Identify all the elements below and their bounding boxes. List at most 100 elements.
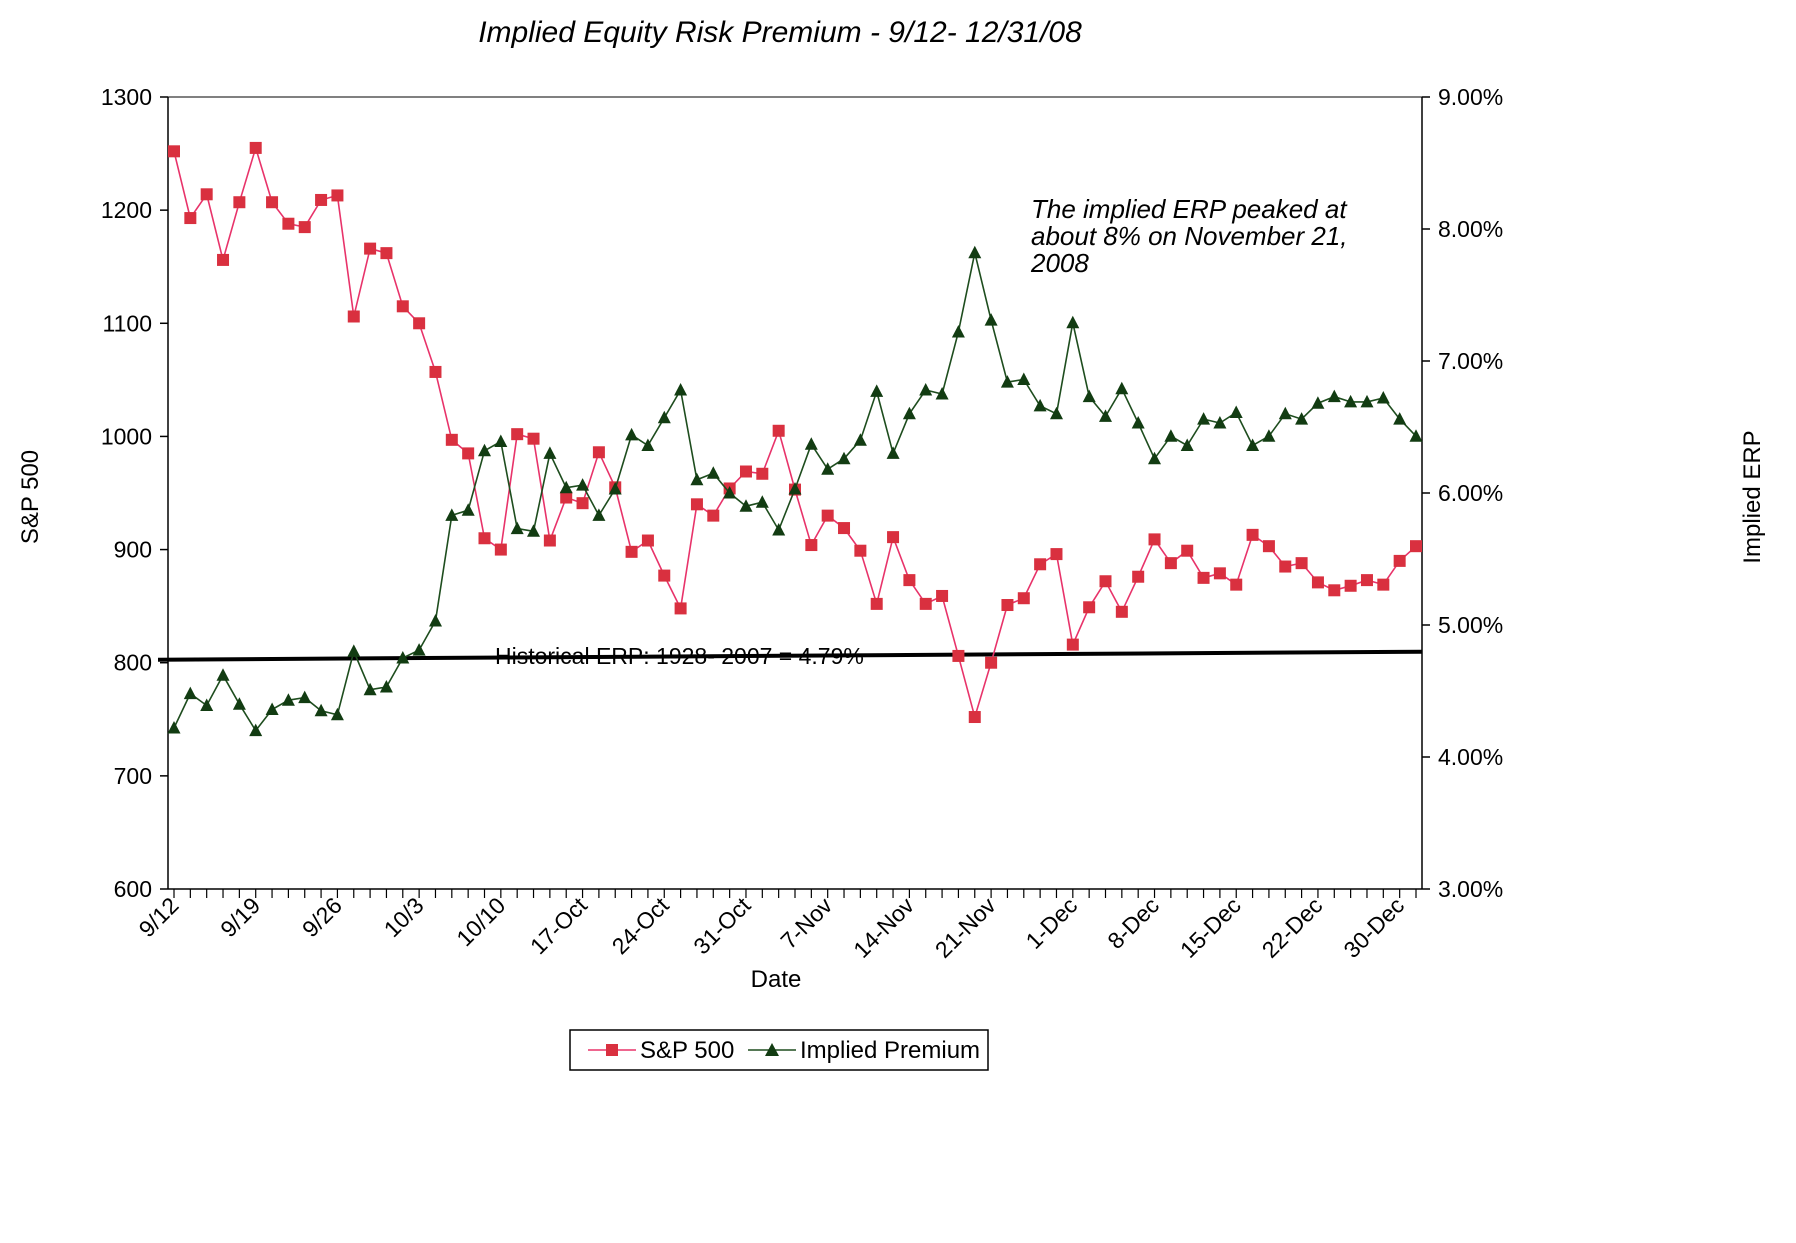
data-point-s-p-500 bbox=[739, 465, 752, 478]
data-point-s-p-500 bbox=[462, 447, 475, 460]
data-point-implied-premium bbox=[1376, 391, 1390, 404]
x-tick-label: 9/19 bbox=[215, 892, 265, 942]
data-point-implied-premium bbox=[935, 387, 949, 400]
data-point-s-p-500 bbox=[854, 544, 867, 557]
data-point-implied-premium bbox=[1295, 412, 1309, 425]
data-point-s-p-500 bbox=[543, 534, 556, 547]
x-tick-label: 22-Dec bbox=[1257, 892, 1328, 963]
data-point-implied-premium bbox=[1229, 405, 1243, 418]
data-point-implied-premium bbox=[837, 451, 851, 465]
data-point-implied-premium bbox=[608, 482, 622, 495]
data-point-s-p-500 bbox=[511, 428, 524, 441]
x-tick-label: 8-Dec bbox=[1102, 892, 1164, 954]
data-point-implied-premium bbox=[1197, 412, 1211, 425]
data-point-implied-premium bbox=[347, 644, 361, 657]
data-point-s-p-500 bbox=[429, 365, 442, 378]
data-point-s-p-500 bbox=[1393, 554, 1406, 567]
data-point-implied-premium bbox=[1033, 398, 1047, 412]
data-point-s-p-500 bbox=[1344, 579, 1357, 592]
data-point-s-p-500 bbox=[364, 242, 377, 255]
data-point-s-p-500 bbox=[1148, 533, 1161, 546]
data-point-implied-premium bbox=[755, 495, 769, 508]
data-point-s-p-500 bbox=[756, 467, 769, 480]
data-point-s-p-500 bbox=[658, 569, 671, 582]
data-point-implied-premium bbox=[265, 702, 279, 715]
data-point-s-p-500 bbox=[1083, 601, 1096, 614]
historical-erp-label: Historical ERP: 1928- 2007 = 4.79% bbox=[495, 643, 864, 669]
data-point-implied-premium bbox=[1409, 429, 1423, 442]
data-point-s-p-500 bbox=[1099, 575, 1112, 588]
data-point-implied-premium bbox=[1017, 372, 1031, 385]
data-point-s-p-500 bbox=[266, 196, 279, 209]
data-point-implied-premium bbox=[1066, 315, 1080, 329]
data-point-implied-premium bbox=[1262, 429, 1276, 442]
data-point-implied-premium bbox=[527, 524, 540, 537]
data-point-implied-premium bbox=[379, 680, 393, 693]
data-point-implied-premium bbox=[429, 614, 442, 627]
data-point-implied-premium bbox=[1344, 394, 1358, 408]
data-point-s-p-500 bbox=[1066, 638, 1079, 651]
y-axis-left-label: S&P 500 bbox=[17, 450, 44, 544]
data-point-implied-premium bbox=[167, 721, 181, 734]
data-point-implied-premium bbox=[363, 682, 377, 696]
data-point-s-p-500 bbox=[576, 497, 589, 510]
data-point-implied-premium bbox=[984, 313, 998, 326]
data-point-implied-premium bbox=[886, 446, 900, 459]
data-point-s-p-500 bbox=[217, 253, 230, 266]
left-tick-label: 800 bbox=[114, 650, 152, 676]
data-point-implied-premium bbox=[641, 438, 655, 451]
x-tick-label: 1-Dec bbox=[1021, 892, 1083, 954]
right-tick-label: 7.00% bbox=[1438, 348, 1503, 374]
data-point-s-p-500 bbox=[707, 509, 720, 522]
x-tick-label: 24-Oct bbox=[607, 892, 675, 960]
right-axis: 3.00% 4.00% 5.00% 6.00% 7.00% 8.00% 9.00% bbox=[1422, 84, 1503, 902]
data-point-implied-premium bbox=[412, 643, 426, 656]
data-point-implied-premium bbox=[298, 690, 312, 704]
data-point-implied-premium bbox=[1393, 412, 1407, 425]
data-point-implied-premium bbox=[494, 434, 508, 447]
data-point-implied-premium bbox=[1246, 438, 1260, 451]
x-tick-label: 30-Dec bbox=[1338, 892, 1409, 963]
data-point-implied-premium bbox=[249, 723, 263, 737]
data-point-implied-premium bbox=[445, 508, 459, 521]
left-tick-label: 900 bbox=[114, 537, 152, 563]
right-tick-label: 5.00% bbox=[1438, 612, 1503, 638]
legend: S&P 500 Implied Premium bbox=[569, 1029, 989, 1071]
data-point-s-p-500 bbox=[249, 141, 262, 154]
data-point-s-p-500 bbox=[233, 196, 246, 209]
data-point-implied-premium bbox=[690, 472, 704, 486]
data-point-implied-premium bbox=[788, 482, 802, 495]
left-tick-label: 600 bbox=[114, 876, 152, 902]
data-point-implied-premium bbox=[281, 693, 295, 706]
data-point-s-p-500 bbox=[1262, 540, 1275, 553]
peak-annotation-line-1: The implied ERP peaked at bbox=[1031, 194, 1348, 224]
data-point-s-p-500 bbox=[674, 602, 687, 615]
data-point-implied-premium bbox=[1360, 394, 1374, 408]
series-implied-premium bbox=[167, 245, 1423, 737]
data-point-implied-premium bbox=[559, 480, 573, 494]
data-point-implied-premium bbox=[706, 466, 720, 479]
data-point-s-p-500 bbox=[968, 711, 981, 724]
x-tick-label: 10/10 bbox=[451, 892, 510, 951]
data-point-s-p-500 bbox=[1213, 567, 1226, 580]
data-point-s-p-500 bbox=[396, 300, 409, 313]
data-point-s-p-500 bbox=[331, 189, 344, 202]
data-point-s-p-500 bbox=[805, 539, 818, 552]
data-point-s-p-500 bbox=[772, 424, 785, 437]
x-tick-label: 31-Oct bbox=[688, 892, 756, 960]
data-point-s-p-500 bbox=[1328, 584, 1341, 597]
x-tick-label: 10/3 bbox=[379, 892, 429, 942]
data-point-s-p-500 bbox=[380, 247, 393, 260]
x-tick-label: 15-Dec bbox=[1175, 892, 1246, 963]
right-tick-label: 3.00% bbox=[1438, 876, 1503, 902]
data-point-implied-premium bbox=[723, 486, 737, 499]
data-point-implied-premium bbox=[739, 499, 753, 512]
data-point-implied-premium bbox=[1213, 416, 1227, 429]
chart-title: Implied Equity Risk Premium - 9/12- 12/3… bbox=[478, 16, 1082, 49]
data-point-s-p-500 bbox=[527, 432, 540, 445]
data-point-implied-premium bbox=[821, 462, 835, 475]
data-point-implied-premium bbox=[902, 406, 916, 420]
data-point-implied-premium bbox=[330, 707, 344, 721]
data-point-implied-premium bbox=[804, 437, 818, 450]
